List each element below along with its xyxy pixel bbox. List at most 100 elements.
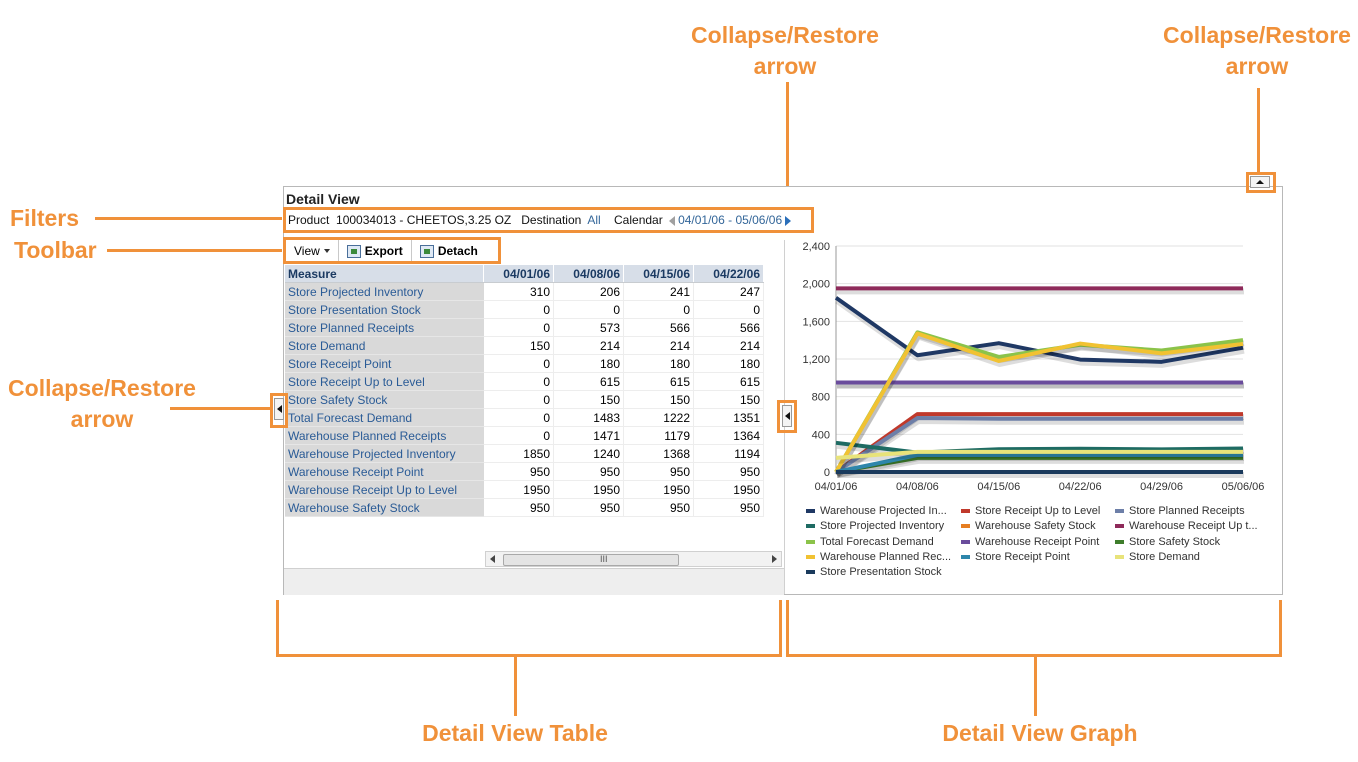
table-row[interactable]: Store Safety Stock 0 150 150 150	[285, 390, 764, 409]
callout-collapse-restore-left: Collapse/Restore arrow	[8, 375, 196, 432]
export-button[interactable]: Export	[339, 240, 412, 262]
value-cell: 1240	[553, 444, 624, 463]
callout-detail-view-table: Detail View Table	[422, 720, 608, 746]
table-row[interactable]: Store Receipt Up to Level 0 615 615 615	[285, 372, 764, 391]
table-row[interactable]: Store Demand 150 214 214 214	[285, 336, 764, 355]
table-row[interactable]: Warehouse Safety Stock 950 950 950 950	[285, 498, 764, 517]
value-cell: 1483	[553, 408, 624, 427]
callout-line	[1257, 88, 1260, 174]
detail-view-table: Measure 04/01/06 04/08/06 04/15/06 04/22…	[285, 265, 764, 517]
table-row[interactable]: Store Planned Receipts 0 573 566 566	[285, 318, 764, 337]
value-cell: 1850	[483, 444, 554, 463]
table-header-row: Measure 04/01/06 04/08/06 04/15/06 04/22…	[285, 265, 764, 283]
callout-collapse-restore-right: Collapse/Restore arrow	[1163, 22, 1351, 79]
value-cell: 1950	[693, 480, 764, 499]
series-shadow	[836, 455, 1244, 478]
y-tick-label: 0	[824, 467, 830, 479]
value-cell: 573	[553, 318, 624, 337]
calendar-next-icon[interactable]	[785, 215, 792, 226]
legend-label: Store Receipt Point	[975, 551, 1070, 563]
legend-item: Store Receipt Up to Level	[961, 505, 1100, 517]
legend-item: Warehouse Safety Stock	[961, 520, 1096, 532]
value-cell: 950	[483, 498, 554, 517]
column-header-date[interactable]: 04/08/06	[553, 265, 624, 283]
value-cell: 566	[693, 318, 764, 337]
table-row[interactable]: Warehouse Receipt Point 950 950 950 950	[285, 462, 764, 481]
scroll-left-icon[interactable]	[490, 555, 495, 563]
value-cell: 214	[693, 336, 764, 355]
collapse-mid-button[interactable]	[782, 405, 792, 427]
export-label: Export	[364, 244, 403, 258]
value-cell: 150	[693, 390, 764, 409]
measure-cell[interactable]: Warehouse Safety Stock	[285, 498, 484, 517]
horizontal-scrollbar[interactable]: III	[485, 551, 782, 567]
series-shadow	[836, 457, 1244, 478]
calendar-prev-icon[interactable]	[669, 215, 676, 226]
legend-label: Warehouse Projected In...	[820, 505, 947, 517]
y-tick-label: 2,000	[802, 279, 830, 291]
value-cell: 1471	[553, 426, 624, 445]
value-cell: 615	[693, 372, 764, 391]
measure-cell[interactable]: Warehouse Planned Receipts	[285, 426, 484, 445]
table-row[interactable]: Total Forecast Demand 0 1483 1222 1351	[285, 408, 764, 427]
detail-view-panel: Detail View Product 100034013 - CHEETOS,…	[283, 186, 1283, 595]
detach-button[interactable]: Detach	[412, 240, 486, 262]
collapse-left-button[interactable]	[274, 398, 284, 420]
table-row[interactable]: Warehouse Projected Inventory 1850 1240 136…	[285, 444, 764, 463]
value-cell: 0	[483, 408, 554, 427]
calendar-range-link[interactable]: 04/01/06 - 05/06/06	[678, 213, 783, 227]
measure-cell[interactable]: Warehouse Receipt Point	[285, 462, 484, 481]
legend-label: Warehouse Planned Rec...	[820, 551, 952, 563]
measure-cell[interactable]: Store Projected Inventory	[285, 282, 484, 301]
collapse-top-button[interactable]	[1250, 176, 1270, 188]
x-tick-label: 04/29/06	[1140, 481, 1183, 493]
value-cell: 950	[483, 462, 554, 481]
value-cell: 0	[693, 300, 764, 319]
legend-swatch	[1115, 555, 1124, 559]
table-row[interactable]: Warehouse Receipt Up to Level 1950 1950 195…	[285, 480, 764, 499]
column-header-date[interactable]: 04/01/06	[483, 265, 554, 283]
column-header-date[interactable]: 04/22/06	[693, 265, 764, 283]
legend-item: Store Presentation Stock	[806, 566, 942, 578]
legend-label: Store Safety Stock	[1129, 536, 1221, 548]
callout-line	[95, 217, 282, 220]
value-cell: 1364	[693, 426, 764, 445]
legend-label: Store Planned Receipts	[1129, 505, 1245, 517]
value-cell: 180	[693, 354, 764, 373]
scroll-right-icon[interactable]	[772, 555, 777, 563]
callout-line	[107, 249, 282, 252]
x-tick-label: 04/22/06	[1059, 481, 1102, 493]
series-line	[835, 455, 1243, 474]
value-cell: 180	[623, 354, 694, 373]
measure-cell[interactable]: Store Safety Stock	[285, 390, 484, 409]
table-row[interactable]: Store Receipt Point 0 180 180 180	[285, 354, 764, 373]
measure-cell[interactable]: Warehouse Receipt Up to Level	[285, 480, 484, 499]
table-row[interactable]: Store Presentation Stock 0 0 0 0	[285, 300, 764, 319]
view-menu-button[interactable]: View	[286, 240, 339, 262]
collapse-top-highlight	[1246, 172, 1276, 193]
table-row[interactable]: Warehouse Planned Receipts 0 1471 1179 1364	[285, 426, 764, 445]
measure-cell[interactable]: Total Forecast Demand	[285, 408, 484, 427]
measure-cell[interactable]: Store Receipt Point	[285, 354, 484, 373]
scroll-grip-icon: III	[600, 554, 608, 564]
measure-cell[interactable]: Store Presentation Stock	[285, 300, 484, 319]
measure-cell[interactable]: Store Planned Receipts	[285, 318, 484, 337]
value-cell: 206	[553, 282, 624, 301]
destination-label: Destination	[521, 213, 582, 227]
legend-swatch	[1115, 509, 1124, 513]
destination-link[interactable]: All	[587, 213, 601, 227]
column-header-date[interactable]: 04/15/06	[623, 265, 694, 283]
y-tick-label: 2,400	[802, 241, 830, 253]
column-header-measure[interactable]: Measure	[285, 265, 484, 283]
measure-cell[interactable]: Store Receipt Up to Level	[285, 372, 484, 391]
measure-cell[interactable]: Warehouse Projected Inventory	[285, 444, 484, 463]
scroll-thumb[interactable]: III	[503, 554, 679, 566]
value-cell: 0	[483, 318, 554, 337]
table-row[interactable]: Store Projected Inventory 310 206 241 247	[285, 282, 764, 301]
x-tick-label: 05/06/06	[1222, 481, 1265, 493]
toolbar: View Export Detach	[286, 240, 486, 262]
legend-item: Warehouse Planned Rec...	[806, 551, 951, 563]
measure-cell[interactable]: Store Demand	[285, 336, 484, 355]
value-cell: 0	[483, 390, 554, 409]
callout-line	[170, 407, 270, 410]
